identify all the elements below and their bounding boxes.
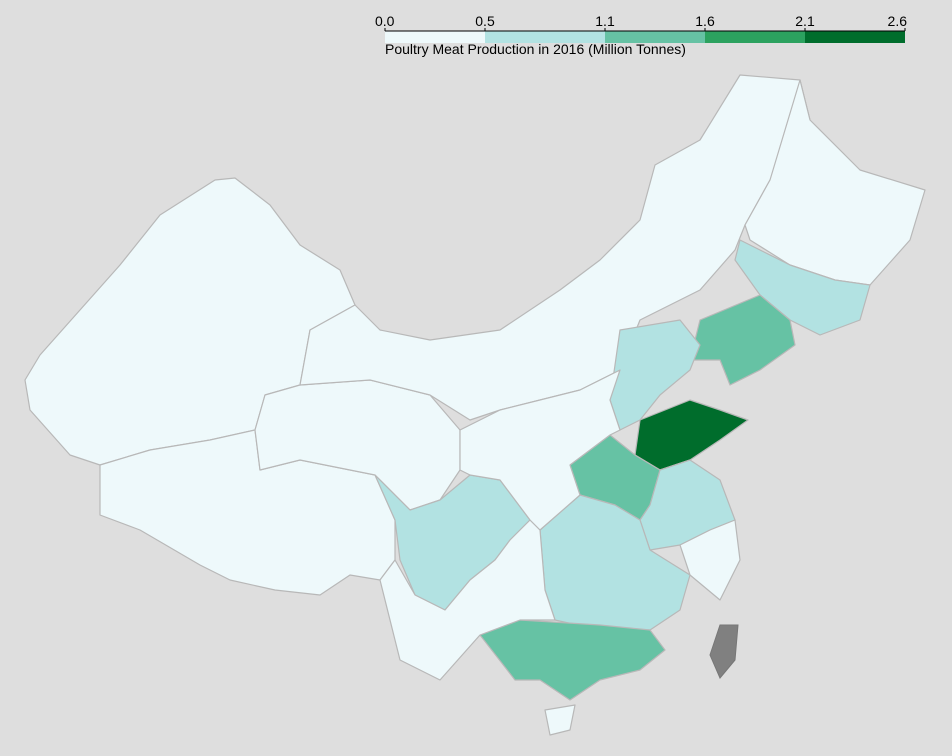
legend: 0.0 0.5 1.1 1.6 2.1 2.6: [375, 13, 907, 43]
legend-swatch: [605, 31, 705, 43]
legend-tick-label: 1.1: [595, 13, 615, 29]
region: [689, 294, 796, 386]
legend-tick-label: 1.6: [695, 13, 715, 29]
legend-tick-label: 2.1: [795, 13, 815, 29]
regions: [24, 74, 926, 736]
legend-tick-label: 2.6: [888, 13, 908, 29]
legend-title: Poultry Meat Production in 2016 (Million…: [385, 41, 686, 57]
no-data-region: [709, 624, 739, 679]
region: [679, 519, 741, 601]
legend-tick-label: 0.0: [375, 13, 395, 29]
region: [734, 239, 871, 336]
legend-swatch: [705, 31, 805, 43]
region: [544, 704, 576, 736]
legend-tick-label: 0.5: [475, 13, 495, 29]
region: [459, 369, 621, 531]
legend-swatch: [485, 31, 605, 43]
region: [479, 619, 666, 701]
legend-swatch: [385, 31, 485, 43]
legend-swatch: [805, 31, 905, 43]
